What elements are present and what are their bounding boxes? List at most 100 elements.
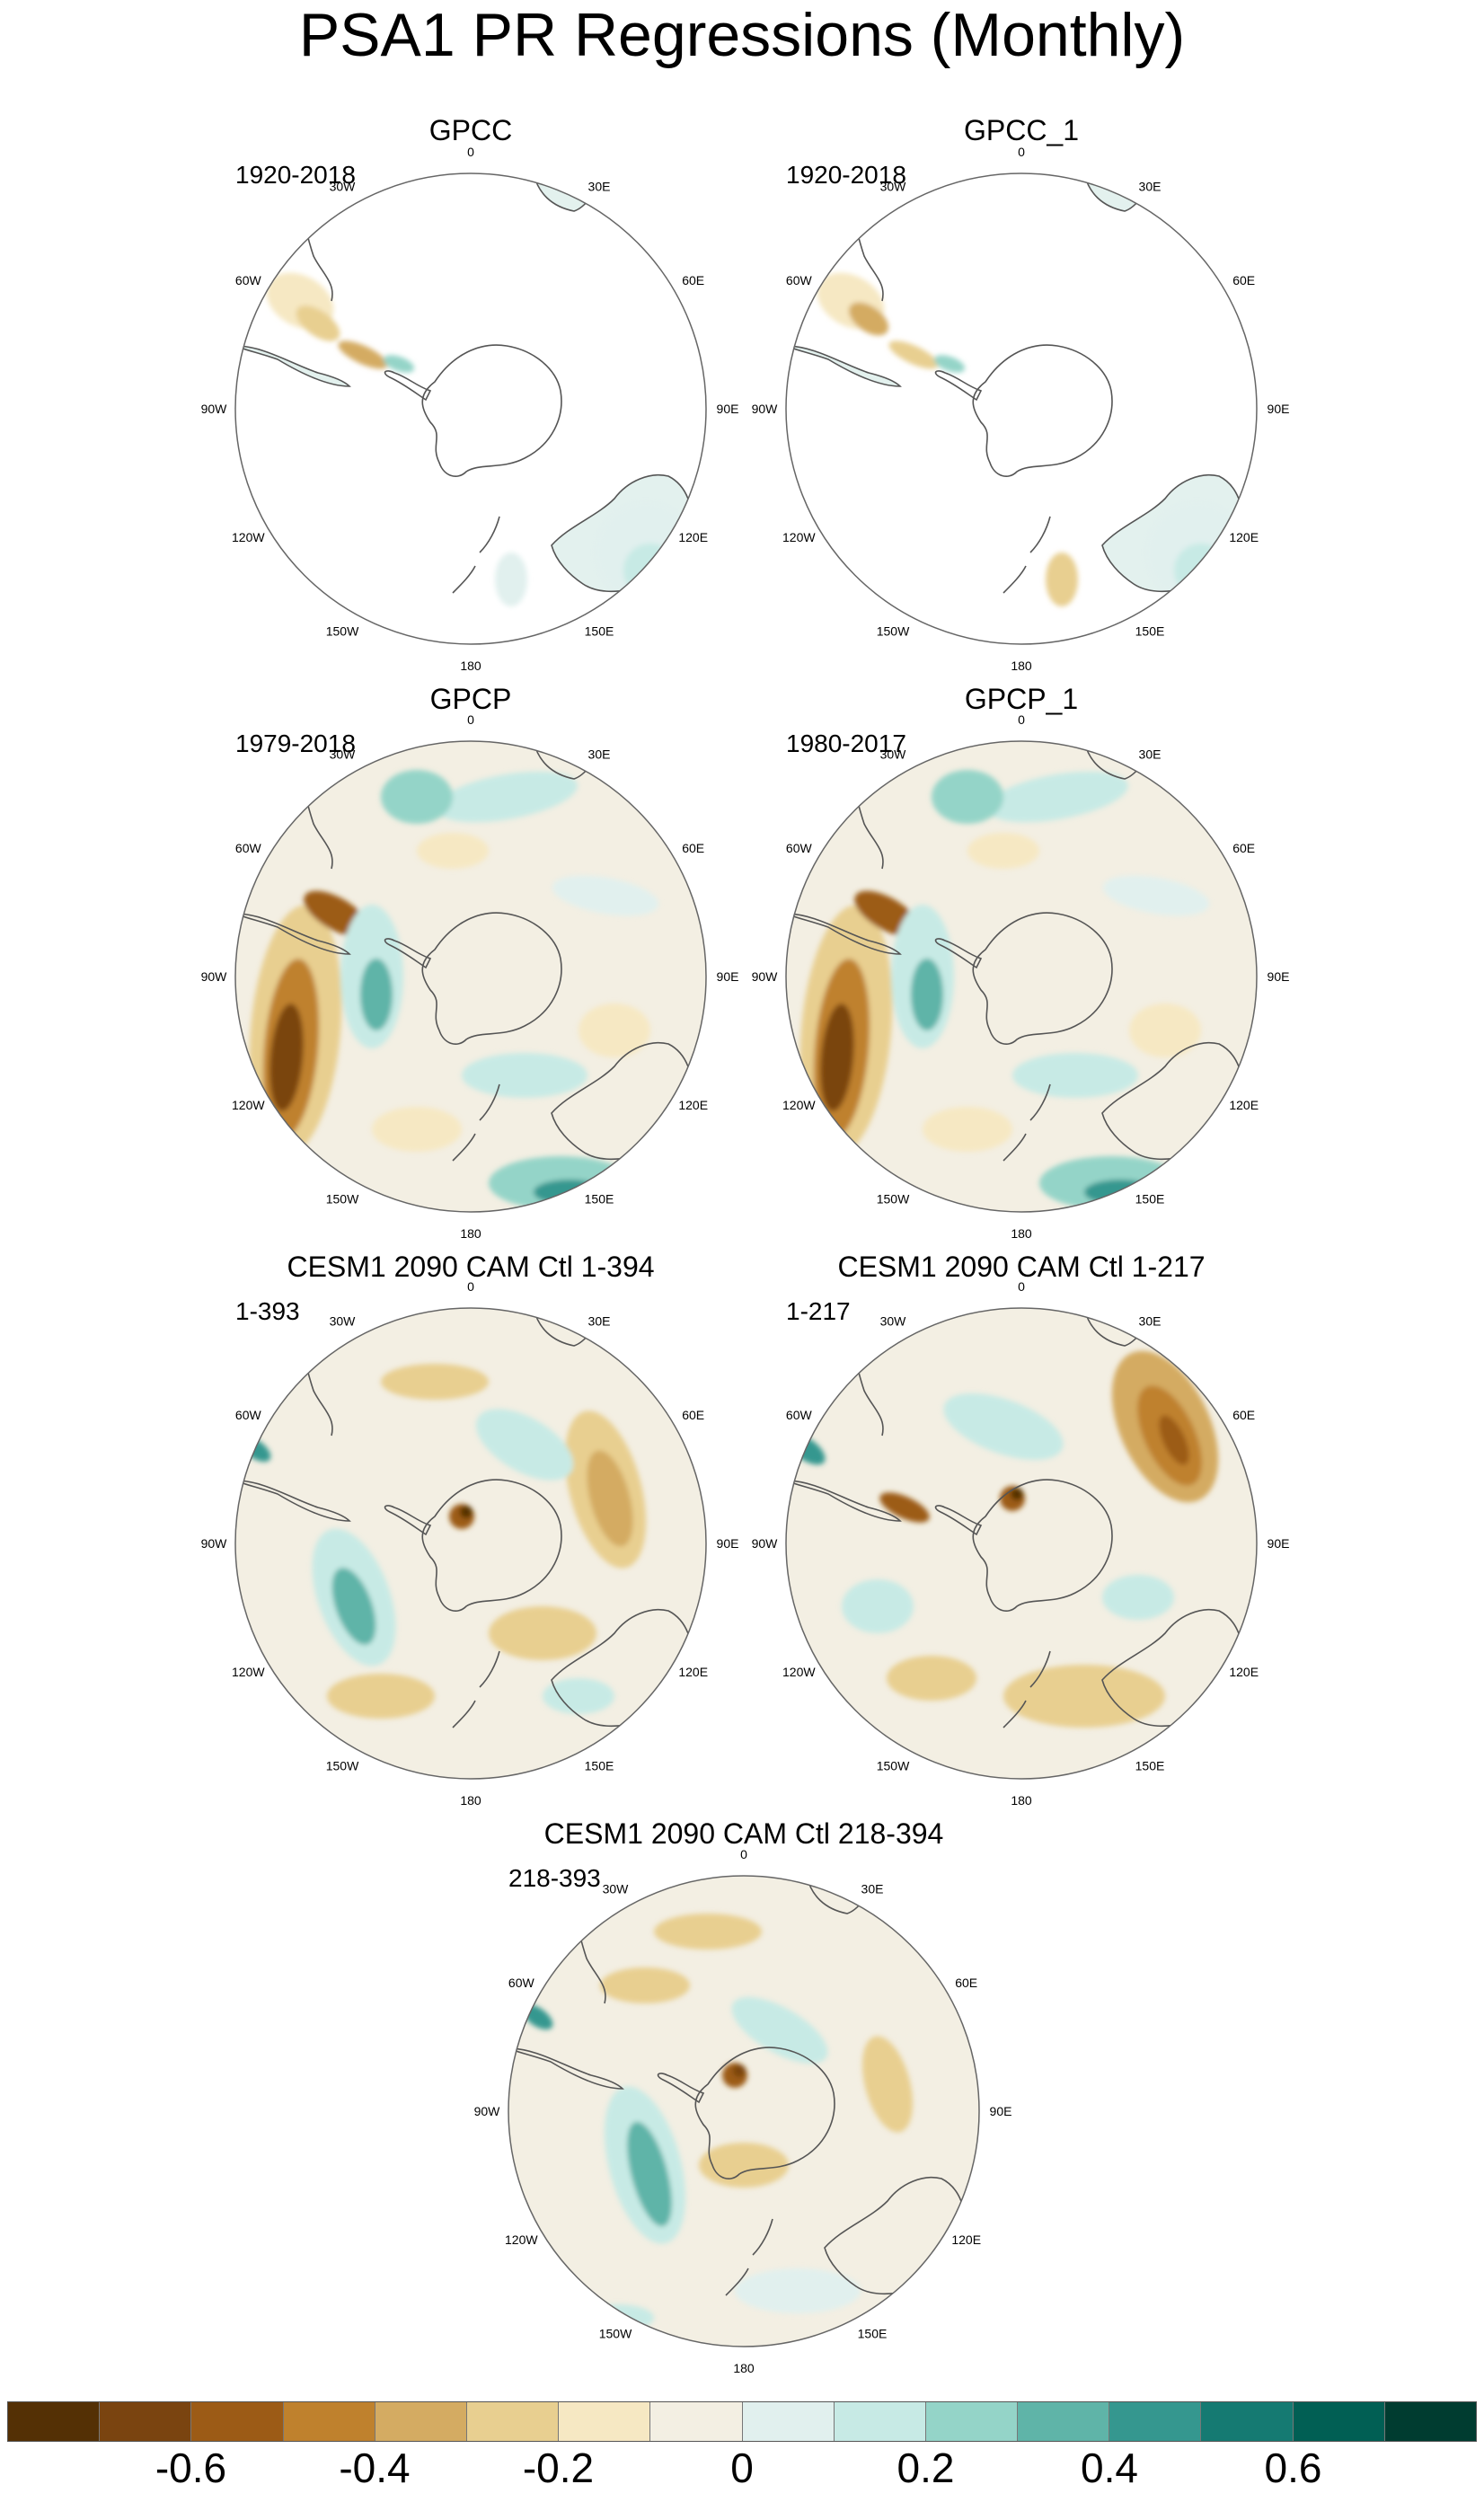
longitude-label: 30W [880, 747, 907, 761]
longitude-label: 120W [782, 1665, 816, 1679]
map-background [235, 741, 706, 1212]
polar-map: 0 30E 60E 90E 120E 150E 180 150W 120W 90W 60W 30W [752, 1279, 1290, 1808]
anomaly-contour [888, 340, 939, 369]
anomaly-contour [489, 1606, 596, 1660]
longitude-label: 90W [474, 2104, 501, 2118]
longitude-label: 180 [1011, 1226, 1032, 1241]
anomaly-contour [735, 2268, 861, 2313]
anomaly-contour [731, 1997, 828, 2064]
coastline [1003, 516, 1051, 594]
coastline [452, 516, 500, 594]
anomaly-contour [552, 875, 659, 916]
anomaly-contour [849, 302, 888, 336]
longitude-label: 30E [588, 1313, 611, 1328]
longitude-label: 150E [1135, 1192, 1165, 1207]
longitude-label: 120W [232, 1098, 265, 1112]
anomaly-contour [1012, 1053, 1138, 1098]
anomaly-contour [986, 771, 1128, 823]
coastline [421, 1479, 562, 1612]
coastline [384, 370, 432, 402]
longitude-label: 120W [232, 1665, 265, 1679]
longitude-label: 30W [880, 1313, 907, 1328]
map-frame [785, 1307, 1258, 1780]
colorbar-swatch [1384, 2402, 1476, 2441]
anomaly-contour [600, 1967, 690, 2003]
longitude-label: 90E [717, 969, 739, 984]
colorbar-tick-label: -0.6 [155, 2444, 227, 2491]
longitude-label: 30E [861, 1881, 884, 1896]
colorbar-swatch [8, 2402, 101, 2441]
longitude-label: 0 [1018, 1279, 1025, 1294]
anomaly-contour [381, 1364, 489, 1400]
longitude-label: 90W [752, 402, 779, 416]
colorbar-swatch [466, 2402, 560, 2441]
panel-title: GPCC [428, 114, 513, 146]
longitude-label: 120W [232, 530, 265, 544]
colorbar-swatch [1201, 2402, 1294, 2441]
longitude-label: 90E [717, 1536, 739, 1551]
longitude-label: 30W [330, 179, 357, 193]
longitude-label: 120E [678, 530, 708, 544]
longitude-label: 120W [505, 2232, 538, 2247]
longitude-label: 60W [508, 1976, 535, 1990]
longitude-label: 60W [235, 841, 262, 855]
anomaly-contour [331, 1568, 376, 1645]
panel-period-label: 1-393 [235, 1297, 300, 1325]
anomaly-contour [269, 1003, 304, 1111]
longitude-label: 150W [877, 624, 910, 639]
anomaly-contour [842, 1579, 914, 1633]
longitude-label: 90E [1268, 402, 1290, 416]
longitude-label: 120E [678, 1098, 708, 1112]
longitude-label: 180 [460, 1226, 481, 1241]
colorbar-swatch [742, 2402, 835, 2441]
longitude-label: 120E [1229, 1098, 1259, 1112]
longitude-label: 60E [1232, 1408, 1255, 1422]
coastline [972, 912, 1113, 1045]
longitude-label: 150W [326, 624, 359, 639]
anomaly-contour [587, 1450, 633, 1547]
anomaly-contour [733, 2064, 746, 2077]
coastline [1003, 1083, 1051, 1162]
longitude-label: 180 [460, 1793, 481, 1808]
anomaly-contour [911, 959, 943, 1030]
longitude-label: 150W [599, 2327, 632, 2341]
anomaly-contour [417, 833, 489, 869]
longitude-label: 120E [1229, 530, 1259, 544]
longitude-label: 30W [603, 1881, 630, 1896]
longitude-label: 0 [1018, 145, 1025, 159]
longitude-label: 150E [585, 624, 614, 639]
colorbar-tick-label: 0 [730, 2444, 754, 2491]
anomaly-contour [933, 355, 966, 373]
anomaly-contour [654, 1914, 762, 1949]
panel-title: GPCP [429, 683, 512, 715]
anomaly-contour [1174, 544, 1228, 597]
anomaly-contour [338, 340, 388, 369]
longitude-label: 90W [201, 402, 228, 416]
figure-title: PSA1 PR Regressions (Monthly) [298, 1, 1186, 69]
map-frame [234, 740, 707, 1213]
panel-period-label: 1980-2017 [786, 729, 906, 757]
longitude-label: 90W [201, 1536, 228, 1551]
panel-title: GPCC_1 [963, 114, 1080, 146]
longitude-label: 60W [235, 273, 262, 287]
polar-map: 0 30E 60E 90E 120E 150E 180 150W 120W 90W 60W 30W [201, 145, 739, 673]
longitude-label: 180 [733, 2361, 755, 2375]
anomaly-contour [381, 770, 453, 824]
anomaly-contour [887, 1656, 976, 1701]
longitude-label: 60E [682, 1408, 704, 1422]
coastline [384, 1505, 432, 1536]
anomaly-contour [932, 770, 1003, 824]
colorbar-tick-label: 0.4 [1081, 2444, 1138, 2491]
longitude-label: 60W [786, 273, 813, 287]
anomaly-contour [579, 1003, 650, 1057]
map-frame [234, 1307, 707, 1780]
colorbar-swatch [375, 2402, 467, 2441]
anomaly-contour [460, 1506, 473, 1518]
longitude-label: 150W [326, 1759, 359, 1773]
coastline [725, 2218, 773, 2296]
panel-title: CESM1 2090 CAM Ctl 1-394 [287, 1251, 655, 1283]
anomaly-contour [462, 1053, 587, 1098]
longitude-label: 120W [782, 530, 816, 544]
colorbar-tick-label: -0.4 [339, 2444, 411, 2491]
longitude-label: 0 [467, 1279, 474, 1294]
